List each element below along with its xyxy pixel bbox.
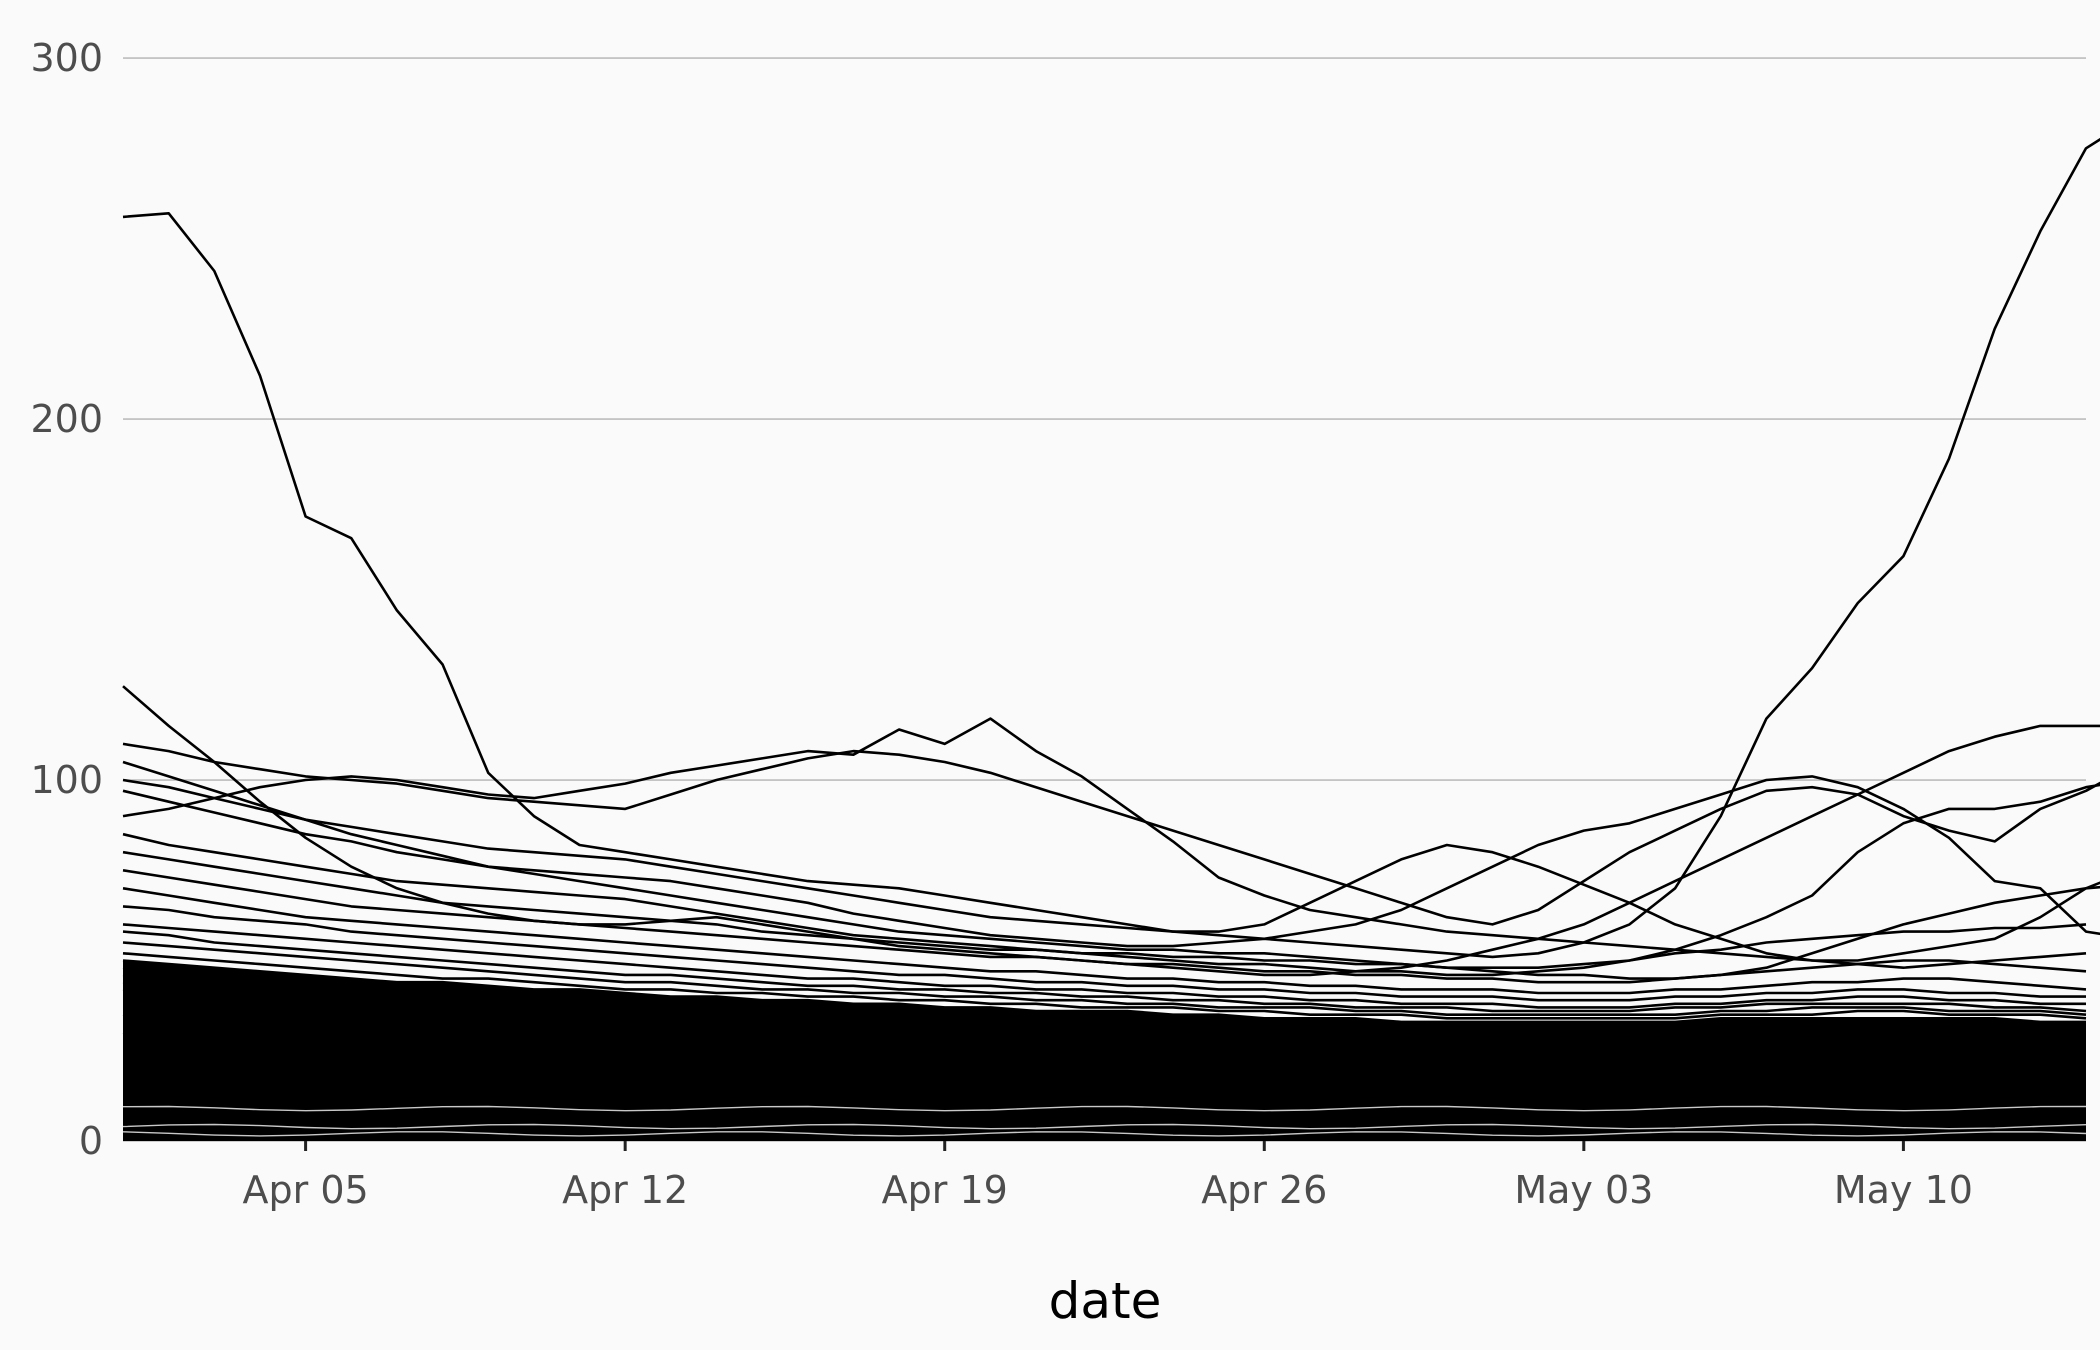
y-tick-label-300: 300: [30, 36, 103, 80]
series-line-7: [122, 760, 2100, 980]
series-line-20: [122, 988, 2086, 1038]
x-tick-label-2020-04-19: Apr 19: [882, 1168, 1008, 1212]
series-gap-2: [122, 1131, 2087, 1137]
series-line-4: [122, 778, 2100, 962]
x-tick-label-2020-04-12: Apr 12: [562, 1168, 688, 1212]
series-line-10: [122, 887, 2087, 995]
series-line-8: [122, 850, 2087, 969]
series-line-5: [122, 775, 2100, 948]
series-line-38: [123, 1096, 2086, 1103]
series-lines: [122, 137, 2100, 1139]
x-tick-label-2020-04-05: Apr 05: [243, 1168, 369, 1212]
series-gap-0: [122, 1123, 2087, 1130]
y-axis: 0 100 200 300: [30, 36, 103, 1163]
series-line-13: [122, 930, 2087, 1013]
y-tick-label-100: 100: [30, 758, 103, 802]
series-line-14: [122, 941, 2087, 1016]
series-line-28: [123, 1038, 2086, 1067]
series-gap-1: [122, 1105, 2087, 1112]
series-line-12: [122, 923, 2086, 1009]
x-tick-label-2020-04-26: Apr 26: [1201, 1168, 1327, 1212]
series-line-18: [122, 973, 2086, 1031]
series-line-27: [122, 1031, 2086, 1063]
x-axis: Apr 05 Apr 12 Apr 19 Apr 26 May 03 May 10: [243, 1141, 1973, 1212]
series-line-36: [123, 1085, 2086, 1096]
series-line-41: [123, 1118, 2086, 1125]
series-line-15: [122, 952, 2087, 1020]
series-line-24: [122, 1013, 2086, 1053]
series-line-33: [123, 1067, 2086, 1085]
series-line-31: [123, 1056, 2086, 1078]
series-line-22: [123, 1002, 2086, 1045]
series-line-9: [122, 869, 2087, 984]
series-line-32: [123, 1060, 2086, 1081]
series-line-6: [122, 783, 2100, 977]
series-line-26: [123, 1027, 2086, 1060]
series-line-35: [123, 1078, 2086, 1092]
series-line-17: [122, 966, 2086, 1027]
series-line-16: [122, 959, 2086, 1024]
x-tick-label-2020-05-10: May 10: [1834, 1168, 1973, 1212]
series-line-21: [123, 995, 2086, 1042]
series-line-25: [123, 1020, 2086, 1056]
series-line-23: [123, 1009, 2086, 1049]
series-line-3: [122, 685, 2100, 977]
series-line-34: [123, 1074, 2086, 1089]
series-line-29: [123, 1045, 2086, 1071]
x-tick-label-2020-05-03: May 03: [1514, 1168, 1653, 1212]
series-line-37: [123, 1089, 2086, 1099]
series-line-19: [122, 980, 2086, 1034]
x-axis-title: date: [1049, 1272, 1162, 1330]
series-line-30: [123, 1049, 2086, 1074]
series-line-2: [122, 742, 2100, 926]
series-line-1: [122, 717, 2087, 969]
y-tick-label-0: 0: [79, 1119, 103, 1163]
series-line-0: [122, 137, 2100, 959]
series-line-11: [122, 905, 2086, 1002]
y-tick-label-200: 200: [30, 397, 103, 441]
